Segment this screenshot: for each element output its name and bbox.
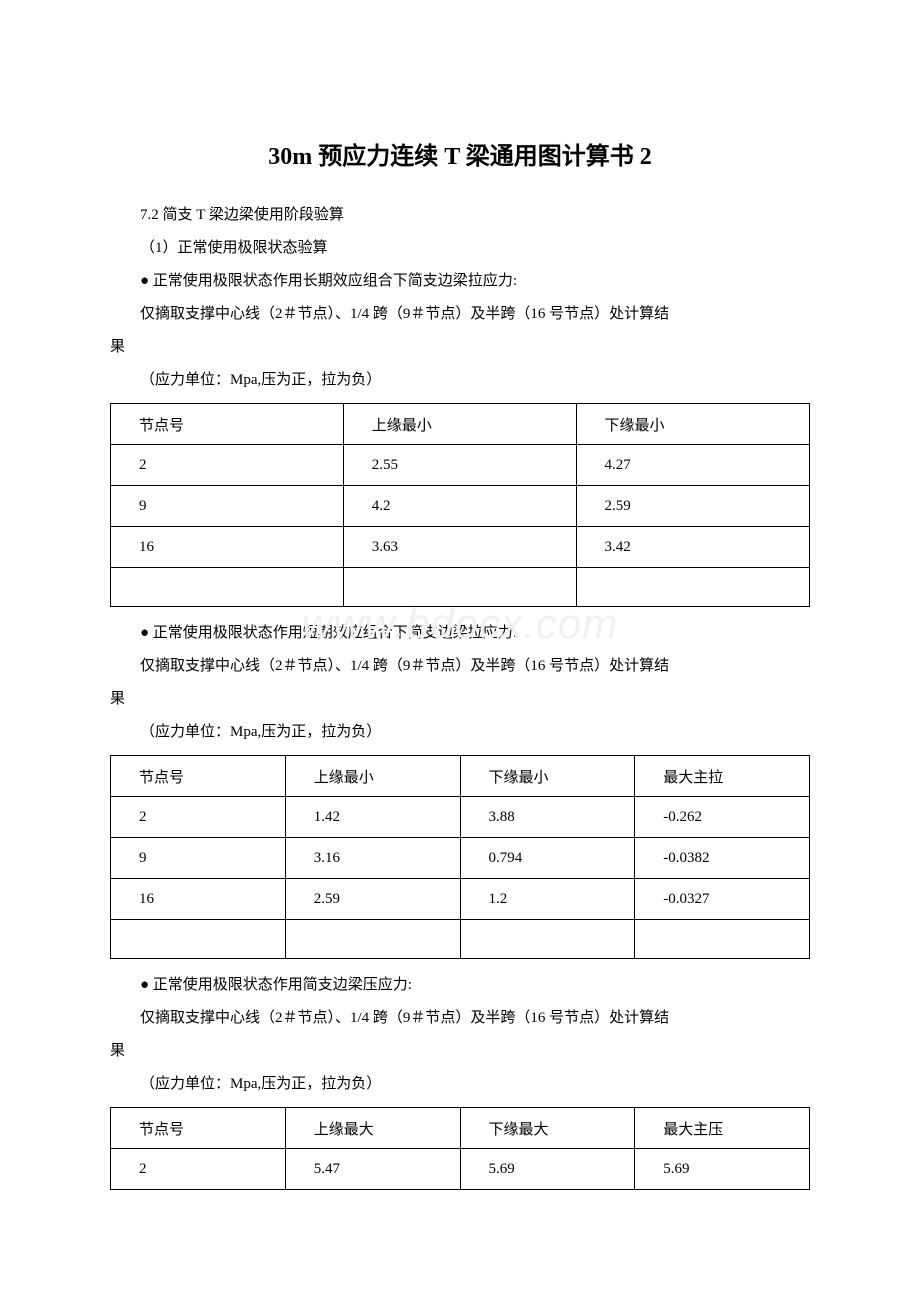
table-row: 16 3.63 3.42 bbox=[111, 527, 810, 568]
note-block1-line2: 果 bbox=[110, 331, 810, 364]
table-cell bbox=[111, 920, 286, 959]
table-cell: 2 bbox=[111, 445, 344, 486]
table-cell: 3.88 bbox=[460, 797, 635, 838]
table-header-cell: 下缘最小 bbox=[576, 404, 809, 445]
table-header-cell: 上缘最小 bbox=[285, 756, 460, 797]
table-cell: 16 bbox=[111, 527, 344, 568]
table-cell: 3.63 bbox=[343, 527, 576, 568]
table-cell: 1.42 bbox=[285, 797, 460, 838]
table-row: 9 3.16 0.794 -0.0382 bbox=[111, 838, 810, 879]
table-cell: 5.69 bbox=[635, 1149, 810, 1190]
table-row: 9 4.2 2.59 bbox=[111, 486, 810, 527]
table-row: 节点号 上缘最小 下缘最小 最大主拉 bbox=[111, 756, 810, 797]
table-cell: 9 bbox=[111, 838, 286, 879]
table-long-term-tension: 节点号 上缘最小 下缘最小 2 2.55 4.27 9 4.2 2.59 16 … bbox=[110, 403, 810, 607]
table-cell: 2.59 bbox=[285, 879, 460, 920]
table-header-cell: 节点号 bbox=[111, 1108, 286, 1149]
table-row: 16 2.59 1.2 -0.0327 bbox=[111, 879, 810, 920]
table-cell: 1.2 bbox=[460, 879, 635, 920]
table-row: 2 1.42 3.88 -0.262 bbox=[111, 797, 810, 838]
table-short-term-tension: 节点号 上缘最小 下缘最小 最大主拉 2 1.42 3.88 -0.262 9 … bbox=[110, 755, 810, 959]
note-block2: 仅摘取支撑中心线（2＃节点）、1/4 跨（9＃节点）及半跨（16 号节点）处计算… bbox=[110, 650, 810, 716]
table-cell bbox=[576, 568, 809, 607]
table-row: 2 5.47 5.69 5.69 bbox=[111, 1149, 810, 1190]
table-cell: 5.69 bbox=[460, 1149, 635, 1190]
note-block3-line2: 果 bbox=[110, 1035, 810, 1068]
unit-block1: （应力单位：Mpa,压为正，拉为负） bbox=[110, 364, 810, 397]
note-block2-line1: 仅摘取支撑中心线（2＃节点）、1/4 跨（9＃节点）及半跨（16 号节点）处计算… bbox=[110, 650, 810, 683]
table-row: 节点号 上缘最小 下缘最小 bbox=[111, 404, 810, 445]
table-cell: 2.55 bbox=[343, 445, 576, 486]
table-header-cell: 节点号 bbox=[111, 756, 286, 797]
note-block1: 仅摘取支撑中心线（2＃节点）、1/4 跨（9＃节点）及半跨（16 号节点）处计算… bbox=[110, 298, 810, 364]
table-header-cell: 最大主压 bbox=[635, 1108, 810, 1149]
table-compression: 节点号 上缘最大 下缘最大 最大主压 2 5.47 5.69 5.69 bbox=[110, 1107, 810, 1190]
table-cell: -0.0382 bbox=[635, 838, 810, 879]
table-header-cell: 节点号 bbox=[111, 404, 344, 445]
table-header-cell: 最大主拉 bbox=[635, 756, 810, 797]
section-heading: 7.2 简支 T 梁边梁使用阶段验算 bbox=[110, 199, 810, 232]
unit-block3: （应力单位：Mpa,压为正，拉为负） bbox=[110, 1068, 810, 1101]
table-cell: 9 bbox=[111, 486, 344, 527]
document-page: www.bdocx.com 30m 预应力连续 T 梁通用图计算书 2 7.2 … bbox=[0, 0, 920, 1302]
note-block1-line1: 仅摘取支撑中心线（2＃节点）、1/4 跨（9＃节点）及半跨（16 号节点）处计算… bbox=[110, 298, 810, 331]
table-cell bbox=[285, 920, 460, 959]
bullet-compression: ● 正常使用极限状态作用简支边梁压应力: bbox=[110, 969, 810, 1002]
table-cell: 3.16 bbox=[285, 838, 460, 879]
table-cell: 0.794 bbox=[460, 838, 635, 879]
note-block3-line1: 仅摘取支撑中心线（2＃节点）、1/4 跨（9＃节点）及半跨（16 号节点）处计算… bbox=[110, 1002, 810, 1035]
unit-block2: （应力单位：Mpa,压为正，拉为负） bbox=[110, 716, 810, 749]
table-cell: -0.262 bbox=[635, 797, 810, 838]
table-cell bbox=[635, 920, 810, 959]
table-cell: 3.42 bbox=[576, 527, 809, 568]
table-row bbox=[111, 920, 810, 959]
table-cell bbox=[343, 568, 576, 607]
table-row bbox=[111, 568, 810, 607]
table-header-cell: 下缘最小 bbox=[460, 756, 635, 797]
note-block2-line2: 果 bbox=[110, 683, 810, 716]
table-cell: -0.0327 bbox=[635, 879, 810, 920]
table-cell: 2.59 bbox=[576, 486, 809, 527]
table-header-cell: 下缘最大 bbox=[460, 1108, 635, 1149]
table-cell: 4.2 bbox=[343, 486, 576, 527]
table-row: 2 2.55 4.27 bbox=[111, 445, 810, 486]
table-cell: 2 bbox=[111, 797, 286, 838]
page-title: 30m 预应力连续 T 梁通用图计算书 2 bbox=[110, 136, 810, 171]
table-header-cell: 上缘最大 bbox=[285, 1108, 460, 1149]
table-cell: 4.27 bbox=[576, 445, 809, 486]
table-cell: 2 bbox=[111, 1149, 286, 1190]
bullet-long-term-tension: ● 正常使用极限状态作用长期效应组合下简支边梁拉应力: bbox=[110, 265, 810, 298]
subsection-1: （1）正常使用极限状态验算 bbox=[110, 232, 810, 265]
table-row: 节点号 上缘最大 下缘最大 最大主压 bbox=[111, 1108, 810, 1149]
bullet-short-term-tension: ● 正常使用极限状态作用短期效应组合下简支边梁拉应力: bbox=[110, 617, 810, 650]
table-cell: 16 bbox=[111, 879, 286, 920]
note-block3: 仅摘取支撑中心线（2＃节点）、1/4 跨（9＃节点）及半跨（16 号节点）处计算… bbox=[110, 1002, 810, 1068]
table-cell: 5.47 bbox=[285, 1149, 460, 1190]
table-header-cell: 上缘最小 bbox=[343, 404, 576, 445]
table-cell bbox=[111, 568, 344, 607]
table-cell bbox=[460, 920, 635, 959]
